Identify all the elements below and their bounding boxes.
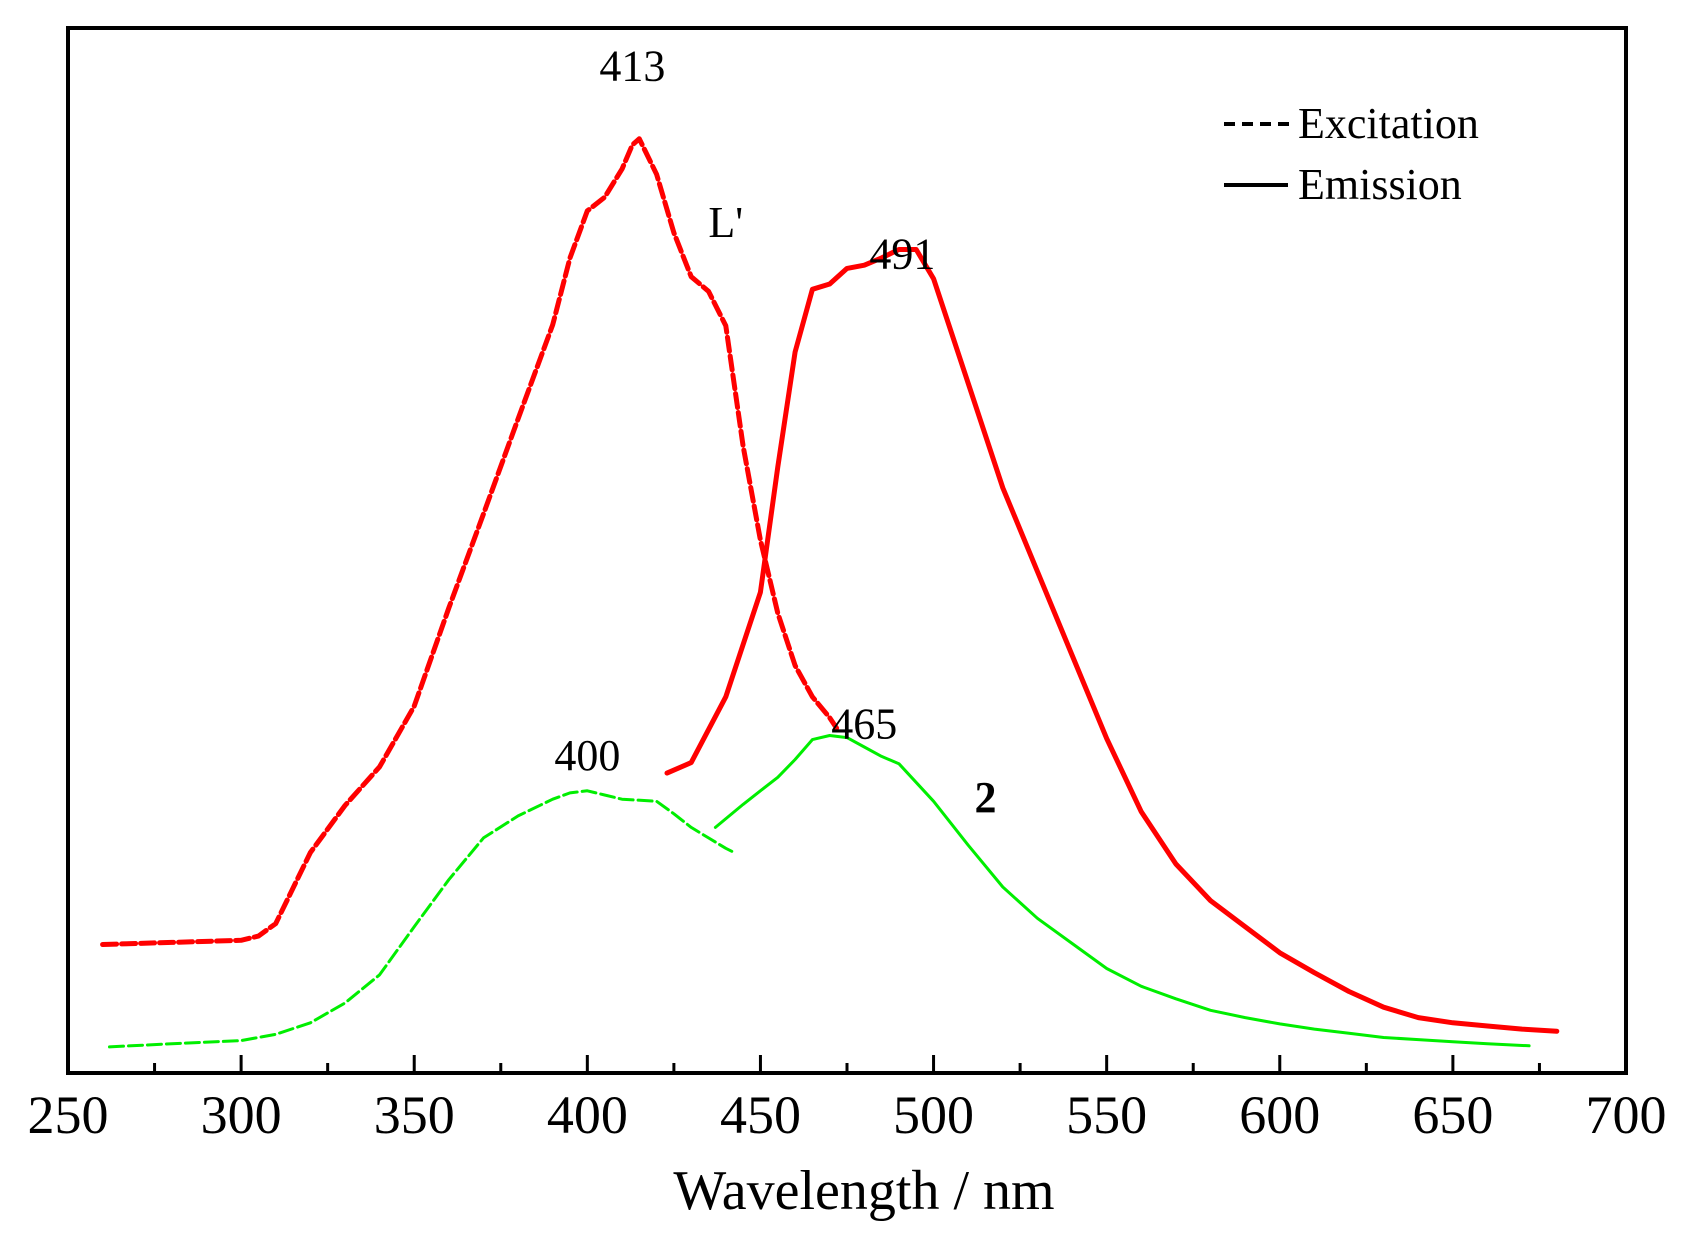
- annotation-label: 465: [831, 700, 897, 749]
- annotation-label: 413: [599, 41, 665, 90]
- legend-excitation-label: Excitation: [1298, 99, 1479, 148]
- annotation-label: 400: [554, 731, 620, 780]
- series-line-1: [664, 247, 1560, 1034]
- x-tick-label: 500: [893, 1085, 974, 1145]
- x-tick-label: 600: [1239, 1085, 1320, 1145]
- x-tick-label: 700: [1586, 1085, 1667, 1145]
- x-tick-label: 350: [374, 1085, 455, 1145]
- series-layer: [100, 136, 1560, 1049]
- x-tick-label: 250: [28, 1085, 109, 1145]
- x-tick-label: 300: [201, 1085, 282, 1145]
- x-axis-title: Wavelength / nm: [673, 1160, 1054, 1222]
- x-tick-label: 450: [720, 1085, 801, 1145]
- series-line-2: [108, 789, 738, 1049]
- x-tick-label: 650: [1412, 1085, 1493, 1145]
- x-tick-label: 550: [1066, 1085, 1147, 1145]
- series-line-0: [100, 136, 840, 947]
- annotation-label: L': [708, 198, 743, 247]
- series-line-3: [713, 734, 1531, 1048]
- annotation-label: 2: [974, 773, 996, 822]
- annotation-label: 491: [869, 229, 935, 278]
- annotation-layer: 413 L' 491 400 465 2: [554, 41, 996, 822]
- legend-emission-label: Emission: [1298, 160, 1462, 209]
- x-axis: 250 300 350 400 450 500 550 600 650 700: [28, 1055, 1667, 1145]
- x-tick-label: 400: [547, 1085, 628, 1145]
- legend: Excitation Emission: [1224, 99, 1479, 209]
